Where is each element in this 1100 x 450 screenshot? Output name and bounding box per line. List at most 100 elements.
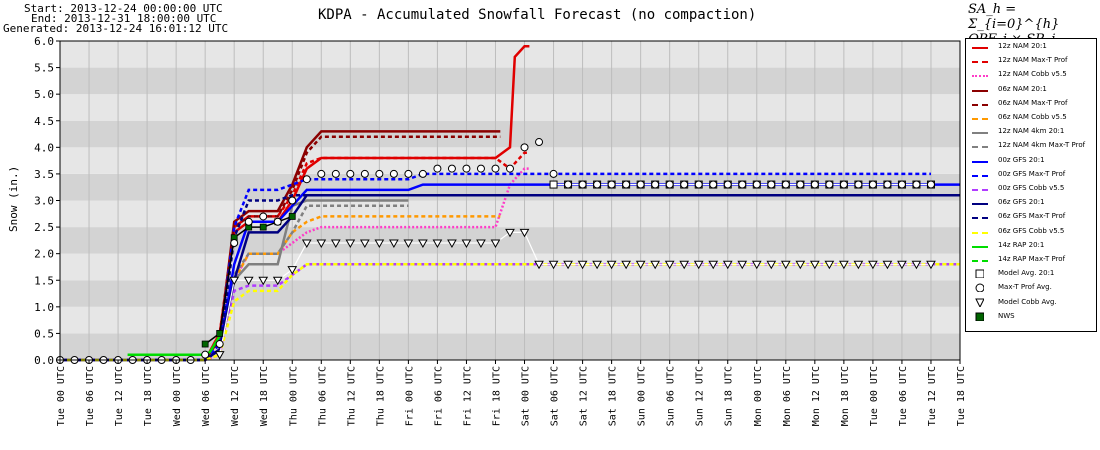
x-tick-label: Thu 12 UTC xyxy=(346,366,357,426)
x-tick-label: Sat 18 UTC xyxy=(608,366,619,426)
chart-title: KDPA - Accumulated Snowfall Forecast (no… xyxy=(318,7,757,23)
legend-label: 12z NAM Cobb v5.5 xyxy=(998,70,1067,79)
data-point xyxy=(636,180,645,189)
legend-item: Max-T Prof Avg. xyxy=(966,282,1096,294)
data-point xyxy=(404,169,413,178)
data-point xyxy=(287,266,298,275)
y-tick-label: 6.0 xyxy=(34,35,54,48)
data-point xyxy=(243,276,254,286)
data-point xyxy=(563,260,573,270)
data-point xyxy=(214,351,225,360)
legend-swatch xyxy=(972,61,988,64)
data-point xyxy=(912,180,921,189)
plot-band xyxy=(60,253,960,281)
legend-label: 12z NAM 20:1 xyxy=(998,42,1047,50)
chart-legend: 12z NAM 20:1 12z NAM Max-T Prof 12z NAM Co… xyxy=(965,38,1097,332)
legend-label: 00z GFS Cobb v5.5 xyxy=(998,184,1065,192)
data-point xyxy=(897,180,906,189)
data-point xyxy=(201,340,209,348)
x-tick-label: Mon 06 UTC xyxy=(782,366,793,426)
data-point xyxy=(288,213,296,220)
legend-item: 12z NAM 4km Max-T Prof xyxy=(966,140,1096,152)
legend-label: 12z NAM 4km Max-T Prof xyxy=(998,141,1086,150)
x-tick-label: Sat 00 UTC xyxy=(521,366,532,426)
data-point xyxy=(621,260,631,270)
plot-band xyxy=(60,306,960,334)
x-tick-label: Thu 18 UTC xyxy=(375,366,386,426)
x-tick-label: Tue 18 UTC xyxy=(143,366,154,426)
data-point xyxy=(853,260,864,270)
data-point xyxy=(229,276,240,286)
data-point xyxy=(317,169,326,178)
data-point xyxy=(359,239,370,249)
legend-label: 12z NAM Max-T Prof xyxy=(998,56,1068,65)
legend-item: 12z NAM Cobb v5.5 xyxy=(966,69,1096,81)
legend-marker xyxy=(975,298,984,307)
y-tick-label: 1.5 xyxy=(34,274,54,287)
data-point xyxy=(316,239,327,249)
data-point xyxy=(810,180,819,189)
legend-swatch xyxy=(972,189,988,191)
data-point xyxy=(693,260,704,270)
data-point xyxy=(882,260,893,270)
data-point xyxy=(926,180,935,189)
legend-label: 00z GFS 20:1 xyxy=(998,155,1045,164)
data-point xyxy=(301,239,312,249)
y-axis-label: Snow (in.) xyxy=(7,166,20,232)
x-tick-label: Tue 00 UTC xyxy=(56,366,67,426)
data-point xyxy=(432,239,443,249)
legend-item: Model Avg. 20:1 xyxy=(966,268,1096,280)
series-line xyxy=(60,263,960,362)
plot-band xyxy=(60,200,960,228)
data-point xyxy=(273,217,282,226)
x-tick-label: Sun 18 UTC xyxy=(724,366,735,426)
plot-band xyxy=(60,67,960,95)
legend-swatch xyxy=(972,160,988,163)
series-line xyxy=(60,135,501,362)
data-point xyxy=(868,260,878,270)
legend-label: 06z GFS 20:1 xyxy=(998,198,1045,207)
data-point xyxy=(548,260,559,270)
series-line xyxy=(118,167,530,362)
data-point xyxy=(766,260,777,270)
data-point xyxy=(911,260,922,270)
data-point xyxy=(767,180,776,189)
x-tick-label: Fri 06 UTC xyxy=(433,366,444,426)
series-line xyxy=(60,130,501,362)
legend-item: 06z GFS Cobb v5.5 xyxy=(966,226,1096,238)
data-point xyxy=(926,260,936,270)
data-point xyxy=(403,239,414,249)
data-point xyxy=(694,180,703,189)
data-point xyxy=(824,260,835,270)
x-tick-label: Fri 18 UTC xyxy=(491,366,502,426)
data-point xyxy=(519,228,530,238)
data-point xyxy=(577,260,588,270)
legend-label: 14z RAP Max-T Prof xyxy=(998,255,1066,263)
x-tick-label: Tue 00 UTC xyxy=(869,366,880,426)
legend-swatch xyxy=(972,89,988,92)
data-point xyxy=(650,260,661,270)
data-point xyxy=(259,212,268,221)
legend-label: NWS xyxy=(998,311,1015,320)
data-point xyxy=(679,260,690,270)
legend-swatch xyxy=(972,203,988,206)
legend-swatch xyxy=(972,118,988,120)
legend-marker xyxy=(975,283,984,293)
legend-label: 14z RAP 20:1 xyxy=(998,240,1045,249)
data-point xyxy=(345,239,356,249)
legend-item: 06z GFS Max-T Prof xyxy=(966,211,1096,223)
legend-label: 06z NAM Max-T Prof xyxy=(998,98,1068,107)
legend-swatch xyxy=(972,174,988,177)
data-point xyxy=(839,260,849,270)
data-point xyxy=(795,260,806,270)
legend-label: 00z GFS Max-T Prof xyxy=(998,169,1066,178)
y-tick-labels: 0.0 0.5 1.0 1.5 2.0 2.5 3.0 3.5 4.0 4.5 5.0 5.5 6.0 xyxy=(34,35,60,367)
y-tick-label: 0.0 xyxy=(34,354,54,367)
data-point xyxy=(346,169,355,178)
x-tick-label: Sun 06 UTC xyxy=(666,366,677,426)
data-point xyxy=(796,180,805,189)
data-point xyxy=(854,180,863,189)
data-point xyxy=(738,180,747,189)
series-line xyxy=(60,172,931,362)
